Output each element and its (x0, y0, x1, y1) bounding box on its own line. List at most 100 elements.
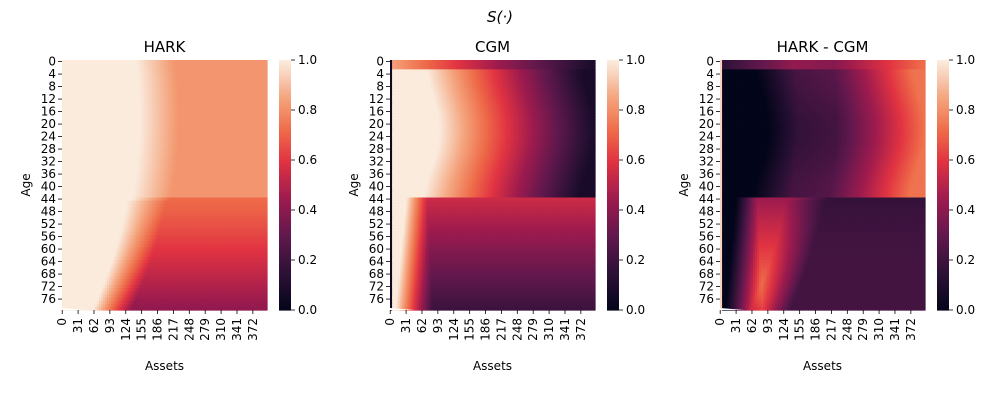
heatmap-cell (178, 153, 182, 158)
heatmap-cell (207, 163, 211, 167)
heatmap-cell (100, 166, 104, 170)
heatmap-cell (96, 163, 100, 167)
heatmap-cell (103, 144, 106, 149)
heatmap-cell (264, 69, 268, 74)
heatmap-cell (219, 125, 223, 130)
heatmap-cell (238, 169, 241, 174)
heatmap-cell (115, 94, 118, 99)
heatmap-cell (80, 144, 84, 149)
heatmap-cell (141, 163, 145, 167)
heatmap-cell (139, 128, 143, 133)
heatmap-cell (62, 85, 65, 89)
heatmap-cell (148, 113, 151, 117)
heatmap-cell (150, 63, 153, 67)
heatmap-cell (66, 135, 69, 139)
heatmap-cell (146, 169, 149, 174)
heatmap-cell (191, 72, 194, 77)
heatmap-cell (70, 131, 73, 136)
heatmap-cell (232, 125, 235, 130)
heatmap-cell (254, 85, 258, 89)
heatmap-cell (103, 166, 106, 170)
heatmap-cell (160, 72, 164, 77)
heatmap-cell (172, 144, 176, 149)
heatmap-cell (158, 110, 161, 114)
heatmap-cell (156, 78, 159, 83)
heatmap-cell (109, 116, 112, 120)
heatmap-cell (100, 122, 104, 127)
heatmap-cell (94, 103, 98, 108)
heatmap-cell (230, 153, 233, 158)
heatmap-cell (187, 91, 190, 95)
heatmap-cell (139, 135, 143, 139)
heatmap-cell (176, 172, 180, 177)
heatmap-cell (228, 97, 231, 102)
heatmap-cell (182, 116, 186, 120)
heatmap-cell (242, 135, 246, 139)
heatmap-cell (66, 163, 69, 167)
heatmap-cell (121, 135, 125, 139)
heatmap-cell (252, 166, 256, 170)
heatmap-cell (242, 94, 246, 99)
heatmap-cell (262, 138, 266, 142)
heatmap-cell (226, 125, 229, 130)
heatmap-cell (178, 169, 182, 174)
heatmap-cell (86, 69, 90, 74)
heatmap-cell (199, 106, 202, 111)
heatmap-cell (139, 110, 143, 114)
heatmap-cell (232, 172, 235, 177)
heatmap-cell (209, 138, 213, 142)
heatmap-cell (105, 147, 108, 152)
heatmap-cell (191, 172, 194, 177)
heatmap-cell (174, 81, 178, 86)
heatmap-cell (262, 110, 266, 114)
heatmap-cell (164, 125, 168, 130)
heatmap-cell (213, 169, 217, 174)
heatmap-cell (148, 160, 151, 164)
heatmap-cell (213, 150, 217, 155)
heatmap-cell (164, 69, 168, 74)
heatmap-cell (207, 135, 211, 139)
heatmap-cell (94, 94, 98, 99)
heatmap-cell (156, 88, 159, 92)
heatmap-cell (74, 85, 77, 89)
heatmap-cell (146, 156, 149, 161)
heatmap-cell (230, 150, 233, 155)
heatmap-cell (127, 125, 131, 130)
heatmap-cell (201, 166, 205, 170)
heatmap-cell (92, 103, 96, 108)
heatmap-cell (107, 63, 110, 67)
heatmap-cell (238, 131, 241, 136)
heatmap-cell (76, 91, 79, 95)
heatmap-cell (217, 78, 221, 83)
heatmap-cell (146, 60, 149, 64)
heatmap-cell (148, 172, 151, 177)
heatmap-cell (113, 156, 116, 161)
heatmap-cell (207, 75, 211, 80)
heatmap-cell (193, 150, 196, 155)
heatmap-cell (137, 85, 141, 89)
heatmap-cell (219, 156, 223, 161)
heatmap-cell (66, 85, 69, 89)
heatmap-cell (228, 103, 231, 108)
heatmap-cell (182, 125, 186, 130)
heatmap-cell (96, 63, 100, 67)
heatmap-cell (230, 110, 233, 114)
heatmap-cell (160, 166, 164, 170)
heatmap-cell (64, 125, 67, 130)
heatmap-cell (98, 122, 102, 127)
heatmap-cell (96, 166, 100, 170)
heatmap-cell (203, 78, 207, 83)
heatmap-cell (70, 91, 73, 95)
heatmap-cell (246, 94, 250, 99)
heatmap-cell (252, 138, 256, 142)
heatmap-cell (66, 150, 69, 155)
heatmap-cell (100, 60, 104, 64)
heatmap-cell (217, 110, 221, 114)
heatmap-cell (64, 69, 67, 74)
heatmap-cell (131, 166, 135, 170)
heatmap-cell (199, 97, 202, 102)
heatmap-cell (240, 60, 243, 64)
heatmap-cell (156, 150, 159, 155)
heatmap-cell (205, 66, 209, 70)
heatmap-cell (250, 169, 254, 174)
